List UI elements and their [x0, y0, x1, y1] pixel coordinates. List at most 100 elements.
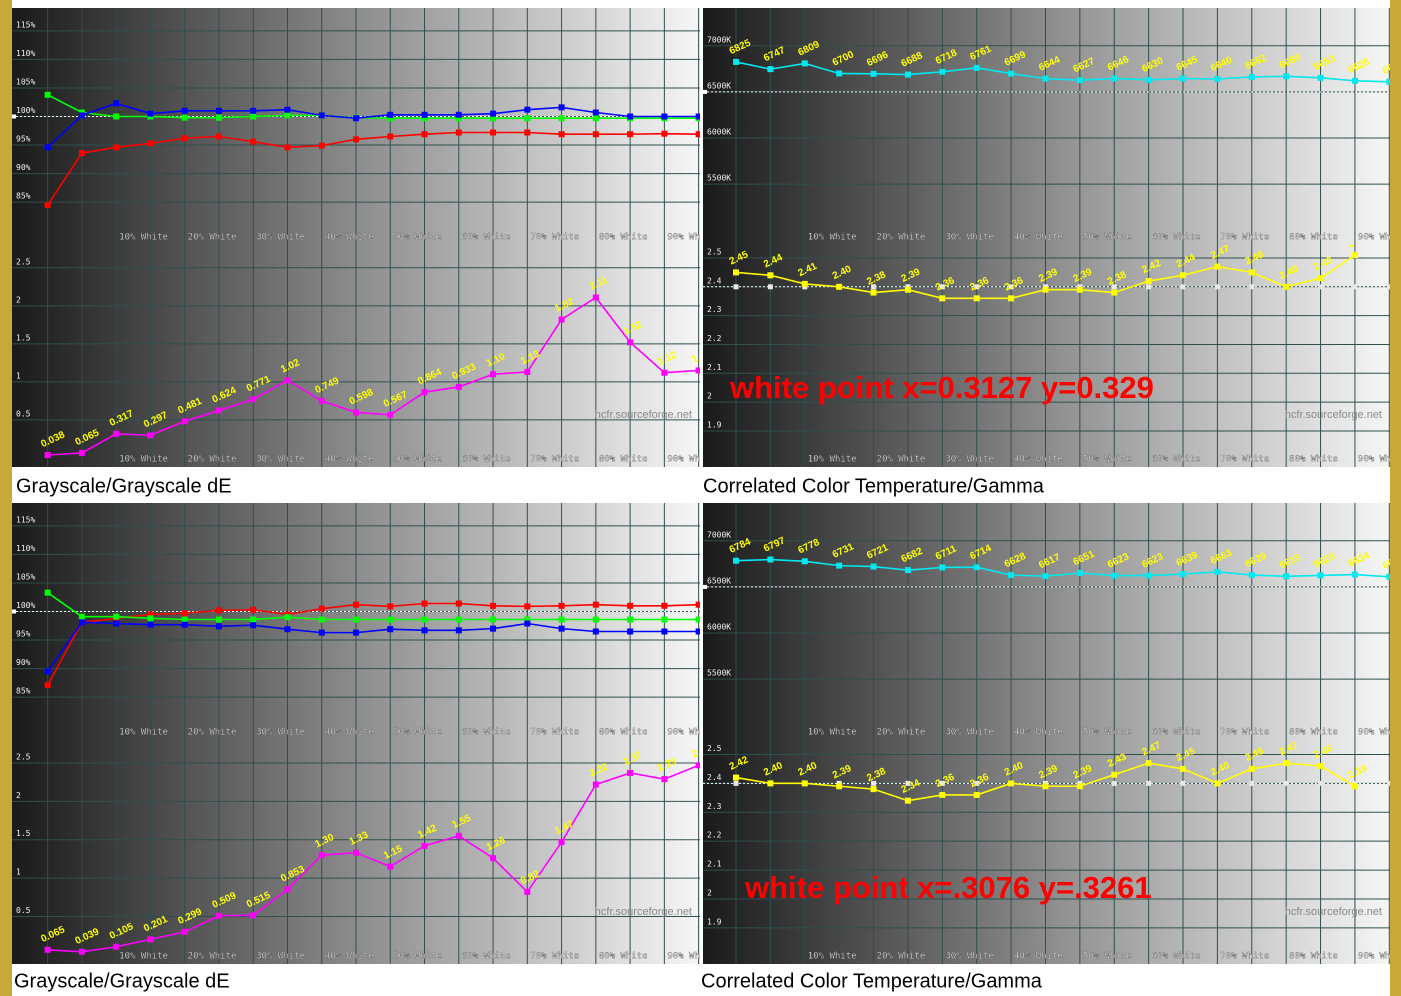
chart: 85% 90% 95% 100% 105% 110% 115% 10% White 20% Wh… — [12, 8, 700, 245]
x-tick-label: 20% White — [877, 233, 926, 243]
data-point — [455, 111, 462, 118]
data-point — [147, 110, 154, 117]
data-point — [353, 616, 359, 623]
y-tick-label: 6500K — [707, 576, 731, 585]
reference-marker — [1214, 284, 1220, 290]
y-tick-label: 115% — [16, 20, 35, 29]
data-point — [1076, 77, 1083, 84]
data-point — [836, 783, 843, 790]
x-tick-label: 20% White — [877, 728, 926, 738]
x-tick-label: 20% White — [877, 952, 926, 962]
x-tick-label: 90% White — [1358, 455, 1401, 465]
data-label: 1.15 — [690, 347, 713, 365]
data-point — [661, 602, 668, 609]
data-point — [490, 616, 497, 623]
data-point — [558, 839, 565, 846]
chart: 5500K 6000K 6500K 7000K 10% White 20% White 30… — [703, 8, 1390, 245]
data-point — [250, 912, 257, 919]
data-point — [181, 928, 188, 935]
data-point — [181, 621, 188, 628]
data-point — [558, 625, 565, 632]
reference-marker — [974, 780, 980, 786]
data-point — [627, 616, 634, 623]
data-point — [1386, 78, 1390, 85]
data-point — [78, 948, 85, 955]
data-point — [1145, 760, 1152, 767]
data-point — [318, 142, 325, 149]
data-point — [592, 781, 599, 788]
data-label: 2.47 — [690, 742, 713, 760]
data-point — [1248, 765, 1255, 772]
y-tick-label: 105% — [16, 572, 35, 581]
data-point — [733, 774, 740, 781]
y-tick-label: 5500K — [707, 669, 731, 678]
data-point — [353, 849, 359, 856]
reference-marker — [12, 114, 16, 119]
x-tick-label: 70% White — [1220, 728, 1269, 738]
data-point — [78, 613, 85, 620]
data-point — [490, 625, 497, 632]
data-point — [1214, 780, 1221, 787]
y-tick-label: 5500K — [707, 174, 731, 183]
reference-marker — [12, 609, 16, 614]
data-point — [1283, 573, 1290, 580]
data-point — [1008, 780, 1015, 787]
annotation: white point x=0.3127 y=0.329 — [729, 370, 1154, 405]
data-point — [939, 68, 946, 75]
x-tick-label: 20% White — [188, 952, 237, 962]
data-point — [1042, 286, 1049, 293]
x-tick-label: 70% White — [530, 728, 579, 738]
reference-marker — [733, 284, 739, 290]
data-point — [695, 616, 700, 623]
data-point — [421, 600, 428, 607]
data-point — [524, 115, 531, 122]
data-point — [592, 628, 599, 635]
data-point — [113, 144, 120, 151]
x-tick-label: 50% White — [393, 233, 442, 243]
x-tick-label: 70% White — [530, 455, 579, 465]
data-point — [1145, 278, 1152, 285]
data-point — [524, 620, 531, 627]
chart: 5500K 6000K 6500K 7000K 10% White 20% White 30… — [703, 503, 1401, 740]
series-line — [46, 602, 699, 686]
x-tick-label: 80% White — [599, 455, 648, 465]
data-point — [1351, 783, 1358, 790]
data-point — [661, 776, 668, 783]
data-point — [1111, 771, 1118, 778]
caption: Grayscale/Grayscale dE — [16, 475, 232, 497]
x-tick-label: 10% White — [119, 728, 168, 738]
data-point — [490, 115, 497, 122]
x-tick-label: 40% White — [325, 952, 374, 962]
series-line — [47, 764, 699, 953]
reference-marker — [1283, 780, 1289, 786]
plot-background — [703, 8, 1390, 245]
x-tick-label: 70% White — [530, 952, 579, 962]
data-point — [1351, 77, 1358, 84]
series-line — [47, 94, 699, 120]
data-label: 6610 — [1381, 552, 1401, 572]
data-point — [973, 564, 980, 571]
data-point — [524, 368, 531, 375]
data-point — [387, 616, 394, 623]
data-point — [1317, 763, 1324, 770]
data-point — [558, 104, 565, 111]
x-tick-label: 90% White — [1358, 952, 1401, 962]
data-point — [767, 780, 774, 787]
data-point — [1248, 73, 1255, 80]
data-point — [592, 131, 599, 138]
data-point — [767, 66, 774, 73]
y-tick-label: 7000K — [707, 530, 731, 539]
y-tick-label: 100% — [16, 601, 35, 610]
x-tick-label: 40% White — [325, 233, 374, 243]
data-point — [1111, 289, 1118, 296]
x-tick-label: 80% White — [599, 233, 648, 243]
data-point — [44, 451, 51, 458]
data-point — [318, 605, 325, 612]
x-tick-label: 10% White — [119, 233, 168, 243]
reference-marker — [1249, 284, 1255, 290]
y-tick-label: 2.4 — [707, 773, 722, 782]
data-point — [215, 912, 222, 919]
data-point — [695, 762, 700, 769]
x-tick-label: 60% White — [462, 952, 511, 962]
